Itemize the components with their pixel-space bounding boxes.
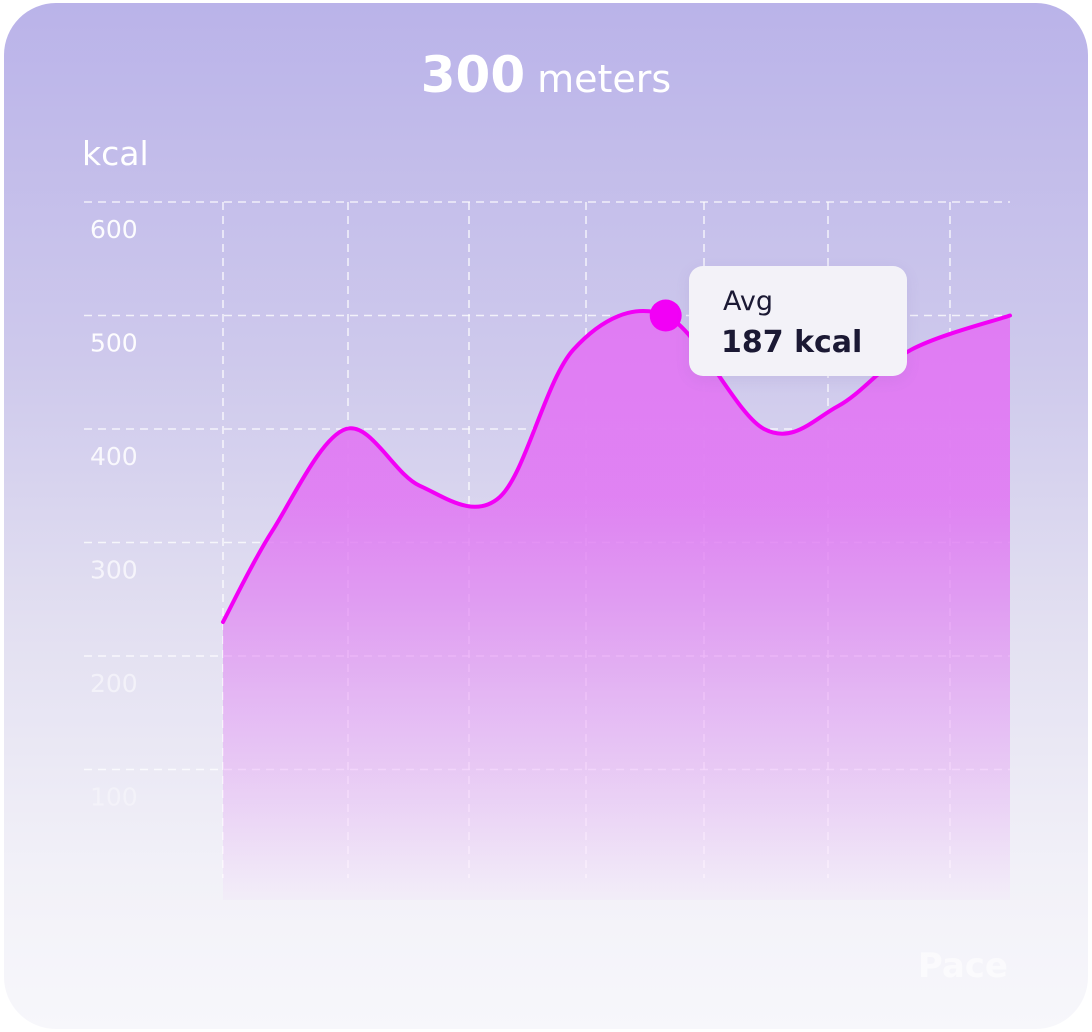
average-tooltip: Avg 187 kcal [689,266,907,376]
y-tick-label: 600 [90,215,138,244]
x-axis-label: Pace [918,946,1008,986]
chart-title: 300 meters [0,46,1092,104]
area-fill [223,310,1010,900]
y-tick-label: 400 [90,442,138,471]
y-tick-label: 100 [90,783,138,812]
distance-value: 300 [420,46,526,104]
distance-unit: meters [537,57,672,101]
tooltip-label: Avg [723,286,774,317]
tooltip-value: 187 kcal [721,325,863,360]
y-tick-label: 300 [90,556,138,585]
y-tick-labels: 100 200 300 400 500 600 [90,215,138,812]
y-tick-label: 200 [90,669,138,698]
y-axis-label: kcal [82,134,149,173]
y-tick-label: 500 [90,329,138,358]
highlight-point[interactable] [649,299,682,332]
series-line [221,309,1012,624]
